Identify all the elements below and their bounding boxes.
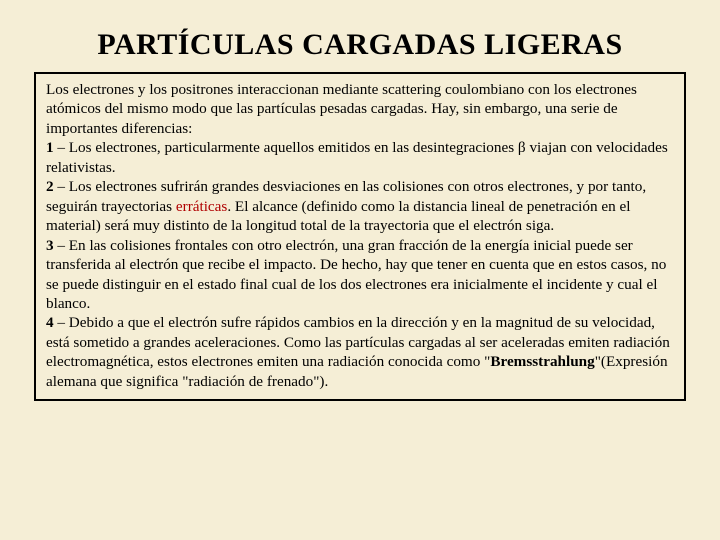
point-3-num: 3 [46,237,54,254]
point-3-text: – En las colisiones frontales con otro e… [46,237,666,312]
point-1-text: – Los electrones, particularmente aquell… [46,139,668,175]
point-1-num: 1 [46,139,54,156]
point-4-num: 4 [46,314,54,331]
point-4-bold: Bremsstrahlung [490,353,594,370]
point-2-num: 2 [46,178,54,195]
slide-title: PARTÍCULAS CARGADAS LIGERAS [34,28,686,62]
slide: PARTÍCULAS CARGADAS LIGERAS Los electron… [0,0,720,540]
point-2-highlight: erráticas [176,198,227,215]
content-box: Los electrones y los positrones interacc… [34,72,686,401]
intro-text: Los electrones y los positrones interacc… [46,81,637,137]
